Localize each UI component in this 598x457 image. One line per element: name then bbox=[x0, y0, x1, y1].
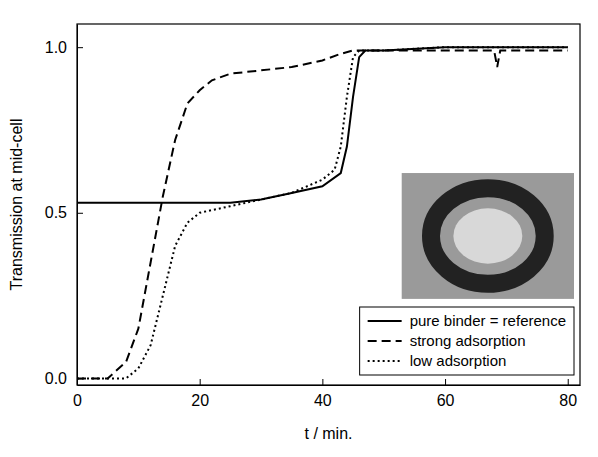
series-line bbox=[77, 47, 568, 203]
y-axis-title: Transmission at mid-cell bbox=[8, 119, 25, 291]
chart: 0 20 40 60 80 0.0 0.5 1.0 pure binder = referenc… bbox=[0, 0, 598, 457]
x-tick-label: 60 bbox=[437, 392, 455, 409]
x-tick: 60 bbox=[437, 379, 455, 409]
plot-frame bbox=[77, 24, 580, 385]
x-axis-title: t / min. bbox=[304, 425, 352, 442]
y-tick-label: 0.0 bbox=[45, 370, 67, 387]
legend-item: pure binder = reference bbox=[368, 312, 566, 329]
x-tick-mark bbox=[568, 379, 569, 385]
inset-image bbox=[402, 173, 574, 299]
inset-background bbox=[402, 173, 574, 299]
y-tick: 0.5 bbox=[45, 204, 83, 221]
x-tick-label: 0 bbox=[73, 392, 82, 409]
legend-swatch bbox=[368, 360, 402, 362]
x-tick: 20 bbox=[191, 379, 209, 409]
legend-label: pure binder = reference bbox=[410, 312, 566, 329]
legend: pure binder = reference strong adsorption… bbox=[360, 307, 574, 375]
plot: 0 20 40 60 80 0.0 0.5 1.0 pure binder = referenc… bbox=[45, 24, 581, 409]
y-axis-line bbox=[77, 25, 78, 386]
y-axis: 0.0 0.5 1.0 bbox=[45, 25, 83, 387]
legend-swatch bbox=[368, 340, 402, 342]
series-line bbox=[77, 47, 568, 378]
x-tick: 40 bbox=[314, 379, 332, 409]
inset-core bbox=[453, 208, 522, 263]
y-tick-label: 1.0 bbox=[45, 39, 67, 56]
y-tick: 1.0 bbox=[45, 39, 83, 56]
x-tick-label: 80 bbox=[559, 392, 577, 409]
legend-box bbox=[360, 307, 574, 375]
x-axis: 0 20 40 60 80 bbox=[73, 379, 580, 409]
y-tick-label: 0.5 bbox=[45, 204, 67, 221]
legend-item: strong adsorption bbox=[368, 332, 526, 349]
legend-label: low adsorption bbox=[410, 352, 507, 369]
y-tick-mark bbox=[77, 213, 83, 214]
x-tick-label: 40 bbox=[314, 392, 332, 409]
series-line bbox=[77, 50, 568, 378]
y-tick-mark bbox=[77, 47, 83, 48]
x-axis-line bbox=[78, 385, 581, 386]
x-tick-mark bbox=[322, 379, 323, 385]
legend-swatch bbox=[368, 320, 402, 322]
x-tick: 80 bbox=[559, 379, 577, 409]
x-tick-mark bbox=[445, 379, 446, 385]
inset-ring bbox=[431, 188, 545, 284]
x-tick-label: 20 bbox=[191, 392, 209, 409]
lines bbox=[77, 47, 568, 378]
x-tick-mark bbox=[200, 379, 201, 385]
legend-label: strong adsorption bbox=[410, 332, 526, 349]
legend-item: low adsorption bbox=[368, 352, 507, 369]
